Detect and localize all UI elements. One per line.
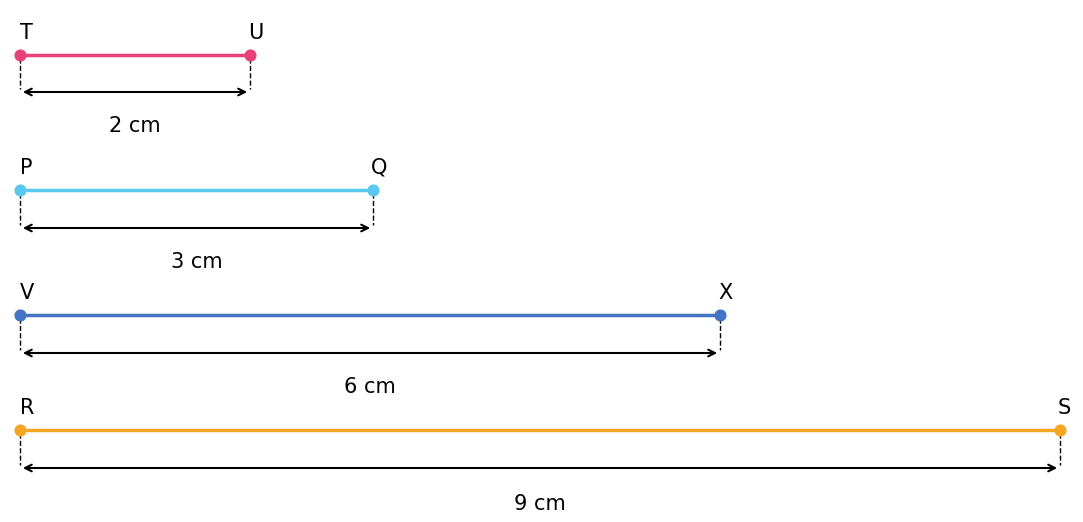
Text: P: P bbox=[19, 158, 32, 178]
Text: 9 cm: 9 cm bbox=[514, 494, 566, 514]
Text: U: U bbox=[248, 23, 263, 43]
Text: 3 cm: 3 cm bbox=[171, 252, 222, 272]
Text: Q: Q bbox=[371, 158, 388, 178]
Point bbox=[712, 311, 729, 319]
Text: X: X bbox=[718, 283, 732, 303]
Point bbox=[11, 51, 28, 59]
Point bbox=[11, 186, 28, 194]
Text: 2 cm: 2 cm bbox=[109, 116, 160, 136]
Text: V: V bbox=[19, 283, 35, 303]
Text: S: S bbox=[1058, 398, 1071, 418]
Text: 6 cm: 6 cm bbox=[344, 377, 396, 397]
Text: T: T bbox=[19, 23, 32, 43]
Point bbox=[11, 426, 28, 434]
Point bbox=[364, 186, 381, 194]
Point bbox=[11, 311, 28, 319]
Text: R: R bbox=[19, 398, 35, 418]
Point bbox=[242, 51, 259, 59]
Point bbox=[1052, 426, 1069, 434]
